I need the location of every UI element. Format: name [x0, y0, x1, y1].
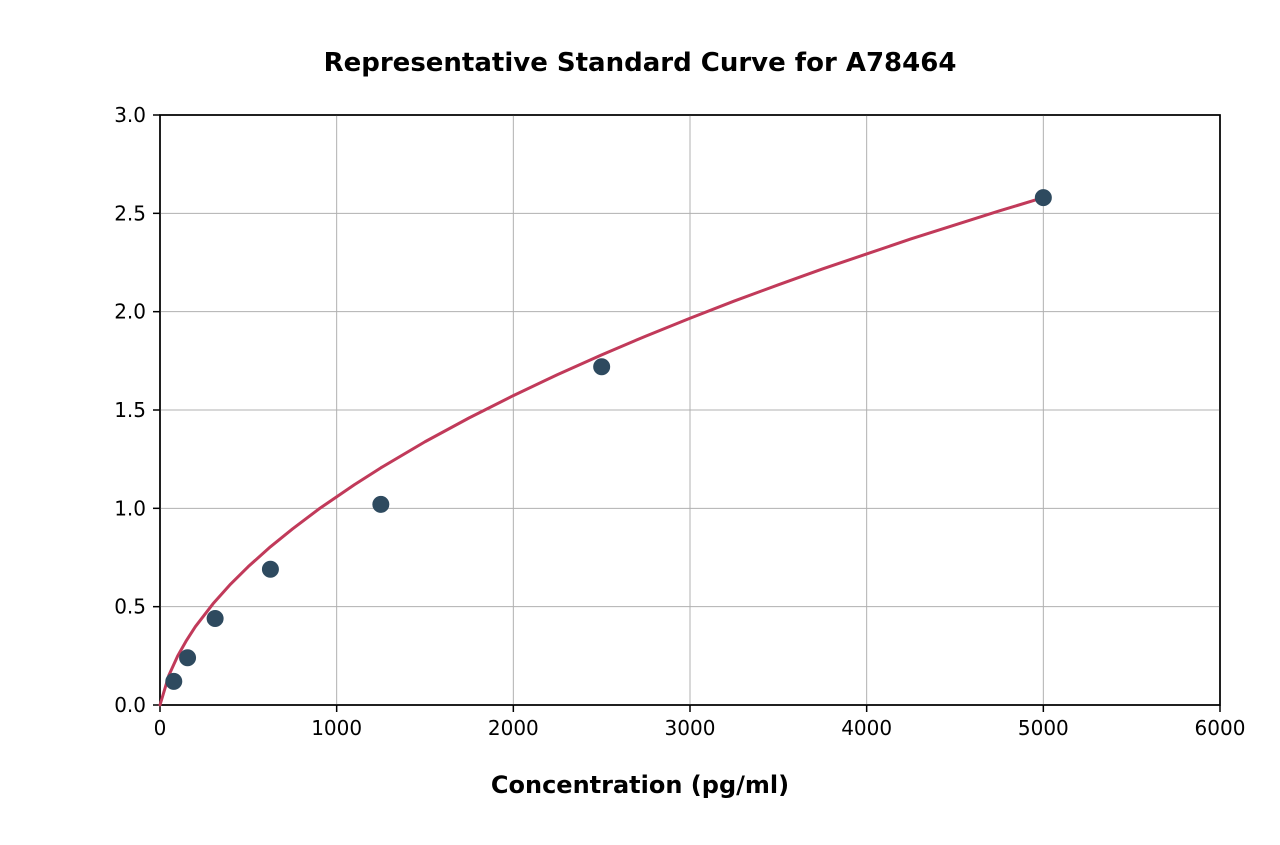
data-point [1035, 190, 1051, 206]
ytick-label: 1.0 [114, 496, 146, 520]
data-point [594, 359, 610, 375]
xtick-label: 2000 [488, 716, 539, 740]
xtick-label: 1000 [311, 716, 362, 740]
chart-container: Representative Standard Curve for A78464… [0, 0, 1280, 845]
xtick-label: 3000 [665, 716, 716, 740]
xtick-label: 5000 [1018, 716, 1069, 740]
data-point [373, 496, 389, 512]
xtick-label: 0 [154, 716, 167, 740]
data-point [180, 650, 196, 666]
ytick-label: 0.5 [114, 595, 146, 619]
ytick-label: 1.5 [114, 398, 146, 422]
xtick-label: 6000 [1195, 716, 1246, 740]
ytick-label: 2.5 [114, 201, 146, 225]
ytick-label: 0.0 [114, 693, 146, 717]
data-point [262, 561, 278, 577]
ytick-label: 3.0 [114, 103, 146, 127]
ytick-label: 2.0 [114, 300, 146, 324]
data-point [207, 610, 223, 626]
chart-svg: 0 1000 2000 3000 4000 5000 6000 0.0 0.5 1.0 1.5 2.0… [0, 0, 1280, 845]
xtick-label: 4000 [841, 716, 892, 740]
data-point [166, 673, 182, 689]
